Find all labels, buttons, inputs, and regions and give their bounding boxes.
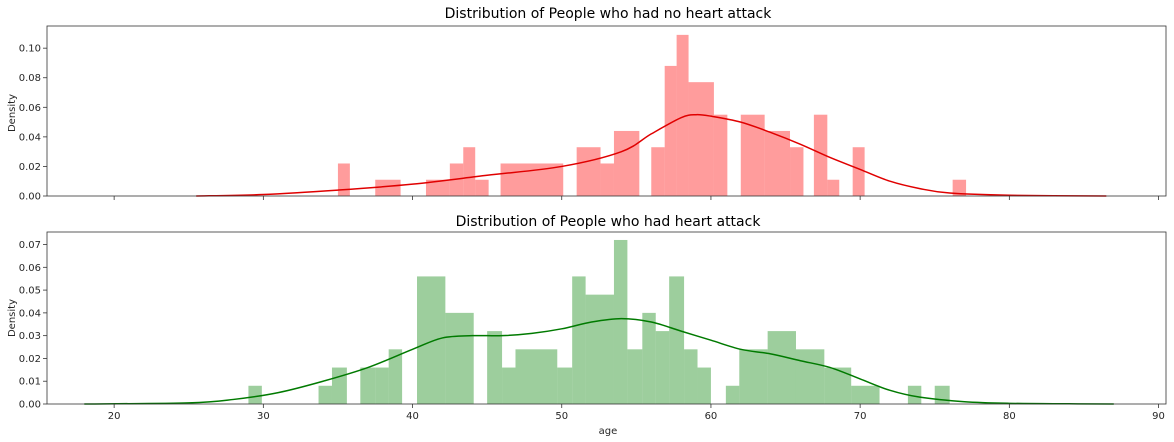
histogram-bar [502, 368, 515, 404]
histogram-bar [445, 313, 473, 404]
histogram-bar [642, 313, 655, 404]
histogram-bar [487, 331, 502, 404]
histogram-bar [586, 295, 614, 404]
histogram-bar [669, 276, 684, 404]
histogram-bar [665, 66, 677, 196]
y-tick-label: 0.00 [19, 400, 41, 411]
y-tick-label: 0.05 [19, 286, 41, 297]
histogram-bar [651, 147, 664, 196]
histogram-bar [389, 349, 402, 404]
histogram-bar [739, 349, 767, 404]
y-tick-label: 0.01 [19, 377, 41, 388]
histogram-bar [375, 180, 400, 196]
histogram-bar [601, 163, 614, 196]
histogram-bar [338, 163, 350, 196]
histogram-bar [627, 349, 642, 404]
histogram-bar [796, 349, 824, 404]
x-tick-label: 20 [108, 411, 121, 422]
histogram-bar [557, 368, 572, 404]
histogram-bar [741, 115, 765, 196]
histogram-bar [935, 386, 950, 404]
histogram-bar [714, 115, 727, 196]
y-axis-label: Density [7, 94, 18, 132]
histogram-bar [515, 349, 557, 404]
histogram-bar [853, 147, 865, 196]
histogram-bar [851, 386, 879, 404]
histogram-bar [319, 386, 332, 404]
y-tick-label: 0.02 [19, 162, 41, 173]
histogram-bar [726, 386, 739, 404]
chart-title: Distribution of People who had no heart … [445, 6, 773, 22]
x-tick-label: 60 [705, 411, 718, 422]
y-tick-label: 0.07 [19, 240, 41, 251]
histogram-bar [332, 368, 347, 404]
histogram-bar [248, 386, 261, 404]
histogram-bar [572, 276, 585, 404]
histogram-bar [765, 131, 790, 196]
histogram-bar [684, 349, 697, 404]
x-tick-label: 70 [854, 411, 867, 422]
histogram-bar [360, 368, 375, 404]
y-tick-label: 0.10 [19, 44, 41, 55]
y-tick-label: 0.08 [19, 73, 41, 84]
x-axis-label: age [599, 426, 618, 437]
histogram-bar [375, 368, 388, 404]
histogram-bar [698, 368, 711, 404]
x-tick-label: 30 [257, 411, 270, 422]
x-tick-label: 40 [406, 411, 419, 422]
y-tick-label: 0.06 [19, 103, 41, 114]
histogram-bar [827, 180, 839, 196]
histogram-bar [577, 147, 601, 196]
y-tick-label: 0.00 [19, 192, 41, 203]
chart-title: Distribution of People who had heart att… [456, 214, 762, 230]
x-tick-label: 80 [1003, 411, 1016, 422]
x-tick-label: 50 [555, 411, 568, 422]
y-tick-label: 0.02 [19, 354, 41, 365]
y-axis-label: Density [7, 299, 18, 337]
histogram-bar [689, 82, 714, 196]
histogram-bar [790, 147, 803, 196]
y-tick-label: 0.03 [19, 331, 41, 342]
histogram-bar [614, 131, 639, 196]
histogram-bar [417, 276, 445, 404]
y-tick-label: 0.04 [19, 308, 41, 319]
x-tick-label: 90 [1152, 411, 1165, 422]
histogram-bar [614, 240, 627, 404]
histogram-bar [463, 147, 475, 196]
histogram-bar [475, 180, 488, 196]
y-tick-label: 0.04 [19, 132, 41, 143]
histogram-bar [768, 331, 796, 404]
histogram-bar [656, 331, 669, 404]
y-tick-label: 0.06 [19, 263, 41, 274]
